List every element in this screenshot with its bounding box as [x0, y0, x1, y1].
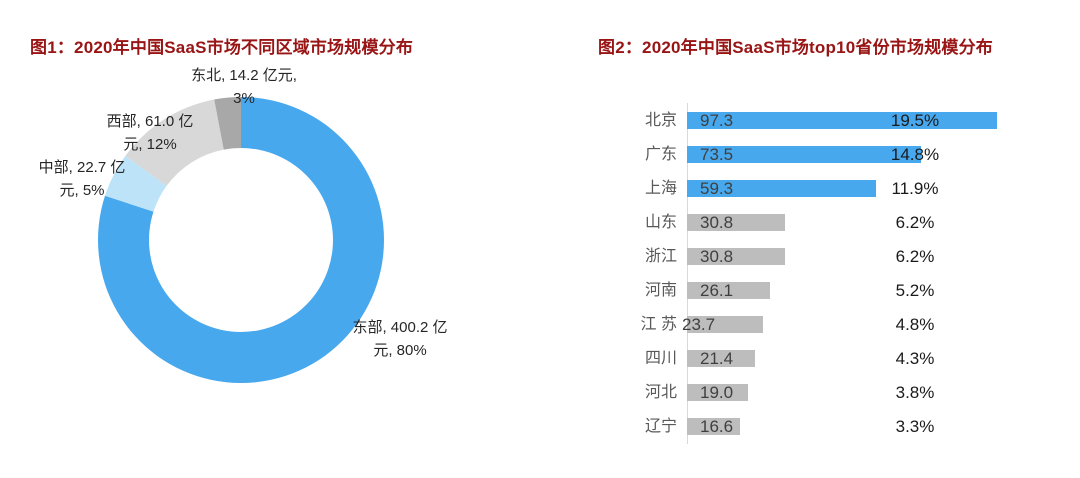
- donut-label-northeast: 东北, 14.2 亿元, 3%: [164, 64, 324, 110]
- bar-chart: 北京 97.3 19.5% 广东 73.5 14.8% 上海 59.3 11.9% 山东 30.8 6…: [540, 0, 1080, 478]
- donut-chart: [98, 97, 385, 383]
- category-label: 北京: [644, 112, 677, 129]
- donut-label-line: 西部, 61.0 亿: [106, 113, 194, 130]
- percent-label: 5.2%: [895, 281, 935, 300]
- bar-row: [687, 146, 921, 163]
- category-label: 广东: [644, 146, 677, 163]
- donut-slice-2: [125, 99, 224, 186]
- value-label: 73.5: [700, 145, 734, 164]
- value-label: 23.7: [682, 315, 716, 334]
- bar-row: [687, 214, 785, 231]
- value-label: 21.4: [700, 349, 734, 368]
- donut-label-east: 东部, 400.2 亿 元, 80%: [320, 316, 480, 362]
- y-axis-line: [687, 103, 688, 444]
- bar-row: [687, 112, 997, 129]
- donut-label-line: 元, 80%: [373, 342, 427, 359]
- donut-label-line: 中部, 22.7 亿: [38, 159, 126, 176]
- category-label: 辽宁: [644, 418, 677, 435]
- percent-label: 6.2%: [895, 213, 935, 232]
- percent-label: 11.9%: [891, 179, 939, 198]
- percent-label: 6.2%: [895, 247, 935, 266]
- donut-label-line: 元, 5%: [59, 182, 105, 199]
- donut-label-line: 3%: [233, 90, 255, 107]
- value-label: 19.0: [700, 383, 734, 402]
- figure2-title: 图2：2020年中国SaaS市场top10省份市场规模分布: [598, 38, 993, 57]
- value-label: 16.6: [700, 417, 734, 436]
- value-label: 97.3: [700, 111, 734, 130]
- donut-slice-3: [214, 97, 241, 150]
- bar-row: [687, 248, 785, 265]
- donut-slice-0: [98, 97, 385, 383]
- donut-label-central: 中部, 22.7 亿 元, 5%: [1, 156, 163, 202]
- value-label: 26.1: [700, 281, 734, 300]
- value-label: 30.8: [700, 247, 734, 266]
- bar-row: [687, 180, 876, 197]
- percent-label: 3.3%: [895, 417, 935, 436]
- bar-row: [687, 282, 770, 299]
- donut-label-west: 西部, 61.0 亿 元, 12%: [70, 110, 230, 156]
- value-label: 59.3: [700, 179, 734, 198]
- bar-row: [687, 418, 740, 435]
- value-label: 30.8: [700, 213, 734, 232]
- category-label: 山东: [644, 214, 677, 231]
- percent-label: 19.5%: [890, 111, 940, 130]
- donut-label-line: 元, 12%: [123, 136, 177, 153]
- donut-label-line: 东部, 400.2 亿: [352, 319, 448, 336]
- bar-row: [687, 316, 763, 333]
- category-label: 河南: [644, 282, 677, 299]
- bar-row: [687, 384, 748, 401]
- category-label: 浙江: [644, 248, 677, 265]
- category-label: 上海: [644, 180, 677, 197]
- category-label: 四川: [644, 350, 677, 367]
- percent-label: 3.8%: [895, 383, 935, 402]
- bar-row: [687, 350, 755, 367]
- figure1-panel: 图1：2020年中国SaaS市场不同区域市场规模分布 东北, 14.2 亿元, …: [1, 38, 480, 383]
- figure2-panel: 图2：2020年中国SaaS市场top10省份市场规模分布 北京 97.3 19.5…: [540, 0, 1080, 478]
- donut-slice-1: [105, 155, 167, 212]
- percent-label: 4.3%: [895, 349, 935, 368]
- category-label: 河北: [644, 384, 677, 401]
- percent-label: 14.8%: [890, 145, 940, 164]
- category-label: 江 苏: [640, 316, 677, 333]
- donut-label-line: 东北, 14.2 亿元,: [191, 67, 297, 84]
- figure1-title: 图1：2020年中国SaaS市场不同区域市场规模分布: [30, 38, 414, 57]
- percent-label: 4.8%: [895, 315, 935, 334]
